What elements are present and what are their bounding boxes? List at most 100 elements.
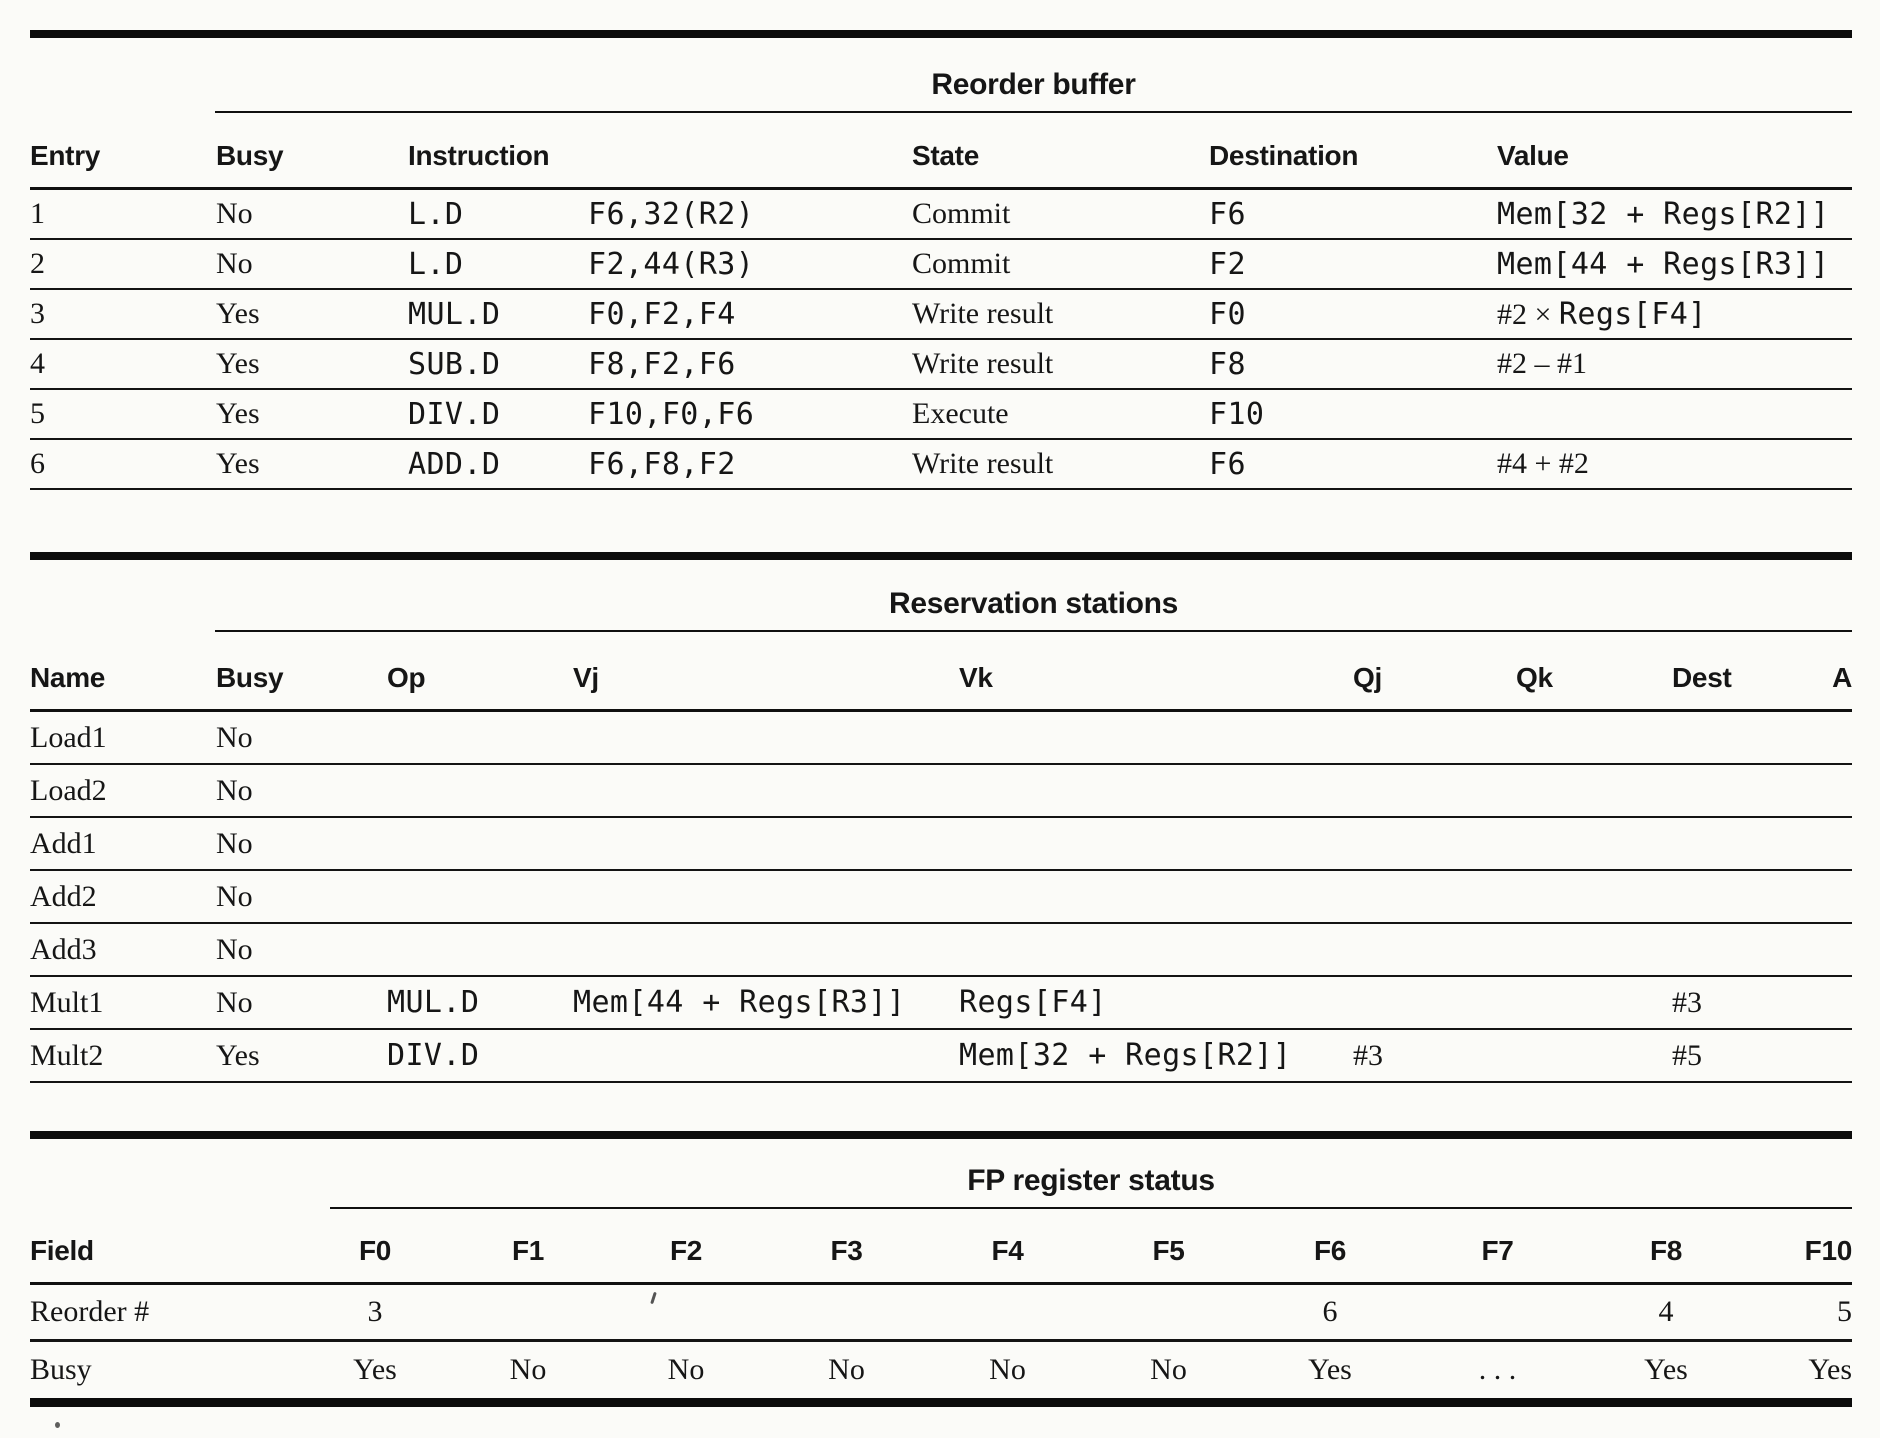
section-rule	[30, 552, 1852, 560]
rs-qj: #3	[1353, 1038, 1383, 1072]
col-header-field: Field	[30, 1235, 94, 1266]
rob-operands: F10,F0,F6	[588, 396, 755, 432]
rob-row: 5 Yes DIV.D F10,F0,F6 Execute F10	[30, 390, 1852, 440]
col-header-busy: Busy	[216, 662, 284, 693]
fp-busy-f2: No	[667, 1353, 705, 1386]
reorder-buffer-header-row: Entry Busy Instruction State Destination…	[30, 113, 1852, 190]
rob-row: 2 No L.D F2,44(R3) Commit F2 Mem[44 + Re…	[30, 240, 1852, 290]
rob-entry: 1	[30, 197, 45, 230]
rs-row: Add2 No	[30, 871, 1852, 924]
rob-busy: Yes	[216, 397, 260, 430]
col-header-vj: Vj	[573, 662, 599, 693]
col-header-state: State	[912, 140, 979, 171]
rob-operands: F8,F2,F6	[588, 346, 736, 382]
rs-busy: No	[216, 985, 253, 1019]
rs-name: Add2	[30, 879, 97, 913]
col-header-qk: Qk	[1516, 662, 1553, 693]
section-rule	[30, 1131, 1852, 1139]
fp-busy-f5: No	[1150, 1353, 1187, 1386]
rs-name: Load2	[30, 773, 107, 807]
reservation-stations-table: Reservation stations Name Busy Op Vj Vk …	[30, 552, 1852, 1083]
rs-row: Add1 No	[30, 818, 1852, 871]
col-header-instruction: Instruction	[408, 140, 550, 171]
reorder-buffer-title-block: Reorder buffer	[30, 38, 1852, 113]
fp-busy-f7: . . .	[1478, 1353, 1517, 1386]
fp-field-label: Reorder #	[30, 1295, 150, 1328]
fp-row-busy: Busy Yes No No No No No Yes . . . Yes Ye…	[30, 1342, 1852, 1398]
rs-row: Load1 No	[30, 712, 1852, 765]
rs-name: Add1	[30, 826, 97, 860]
col-header-op: Op	[387, 662, 426, 693]
col-header-vk: Vk	[959, 662, 993, 693]
rob-destination: F8	[1209, 346, 1246, 382]
fp-busy-f0: Yes	[353, 1353, 397, 1386]
rob-value: Mem[44 + Regs[R3]]	[1497, 246, 1830, 282]
title-underline: Reorder buffer	[215, 38, 1852, 113]
fp-reorder-f10: 5	[1837, 1295, 1852, 1328]
rs-op: DIV.D	[387, 1038, 480, 1073]
fp-reorder-f8: 4	[1658, 1295, 1674, 1328]
col-header-f2: F2	[669, 1235, 703, 1266]
fp-register-status-title: FP register status	[967, 1164, 1215, 1197]
fp-busy-f8: Yes	[1644, 1353, 1688, 1386]
col-header-f10: F10	[1804, 1235, 1853, 1266]
rob-busy: Yes	[216, 297, 260, 330]
rs-busy: No	[216, 932, 253, 966]
rob-op: SUB.D	[408, 346, 501, 382]
fp-field-label: Busy	[30, 1353, 92, 1386]
title-indent	[30, 1139, 330, 1209]
title-underline: Reservation stations	[215, 560, 1852, 632]
col-header-entry: Entry	[30, 140, 101, 171]
col-header-destination: Destination	[1209, 140, 1359, 171]
fp-busy-f1: No	[509, 1353, 547, 1386]
col-header-name: Name	[30, 662, 106, 693]
rob-state: Commit	[912, 197, 1011, 230]
title-underline: FP register status	[330, 1139, 1852, 1209]
rob-row: 6 Yes ADD.D F6,F8,F2 Write result F6 #4 …	[30, 440, 1852, 490]
rs-vk: Regs[F4]	[959, 985, 1107, 1020]
rs-row: Load2 No	[30, 765, 1852, 818]
rs-busy: No	[216, 879, 253, 913]
rob-state: Write result	[912, 297, 1054, 330]
rob-destination: F10	[1209, 396, 1265, 432]
rs-name: Mult1	[30, 985, 104, 1019]
rob-value: #2 – #1	[1497, 347, 1587, 380]
rob-state: Write result	[912, 347, 1054, 380]
col-header-a: A	[1832, 662, 1852, 693]
rob-value: #2 × Regs[F4]	[1497, 296, 1707, 332]
rob-state: Execute	[912, 397, 1009, 430]
rob-operands: F6,F8,F2	[588, 446, 736, 482]
rob-op: ADD.D	[408, 446, 501, 482]
rs-busy: Yes	[216, 1038, 260, 1072]
reorder-buffer-table: Reorder buffer Entry Busy Instruction St…	[30, 30, 1852, 490]
fp-register-status-title-block: FP register status	[30, 1139, 1852, 1209]
rs-busy: No	[216, 773, 253, 807]
rob-operands: F2,44(R3)	[588, 246, 755, 282]
rs-row: Add3 No	[30, 924, 1852, 977]
col-header-f1: F1	[511, 1235, 545, 1266]
rs-name: Mult2	[30, 1038, 104, 1072]
col-header-f8: F8	[1649, 1235, 1683, 1266]
rob-entry: 2	[30, 247, 45, 280]
rob-row: 1 No L.D F6,32(R2) Commit F6 Mem[32 + Re…	[30, 190, 1852, 240]
fp-row-reorder: Reorder # 3 6 4 5	[30, 1285, 1852, 1342]
rs-op: MUL.D	[387, 985, 480, 1020]
rob-op: L.D	[408, 196, 464, 232]
rob-busy: No	[216, 247, 253, 280]
col-header-f7: F7	[1481, 1235, 1514, 1266]
rob-row: 3 Yes MUL.D F0,F2,F4 Write result F0 #2 …	[30, 290, 1852, 340]
rob-value: #4 + #2	[1497, 447, 1589, 480]
col-header-f5: F5	[1152, 1235, 1185, 1266]
rs-row: Mult2 Yes DIV.D Mem[32 + Regs[R2]] #3 #5	[30, 1030, 1852, 1083]
rob-busy: Yes	[216, 347, 260, 380]
rob-destination: F6	[1209, 446, 1246, 482]
fp-busy-f6: Yes	[1308, 1353, 1352, 1386]
rob-state: Commit	[912, 247, 1011, 280]
rs-vj: Mem[44 + Regs[R3]]	[573, 985, 906, 1020]
fp-busy-f4: No	[989, 1353, 1026, 1386]
rob-op: DIV.D	[408, 396, 501, 432]
figure-content: Reorder buffer Entry Busy Instruction St…	[30, 30, 1852, 1407]
rs-name: Add3	[30, 932, 97, 966]
fp-busy-f10: Yes	[1808, 1353, 1852, 1386]
